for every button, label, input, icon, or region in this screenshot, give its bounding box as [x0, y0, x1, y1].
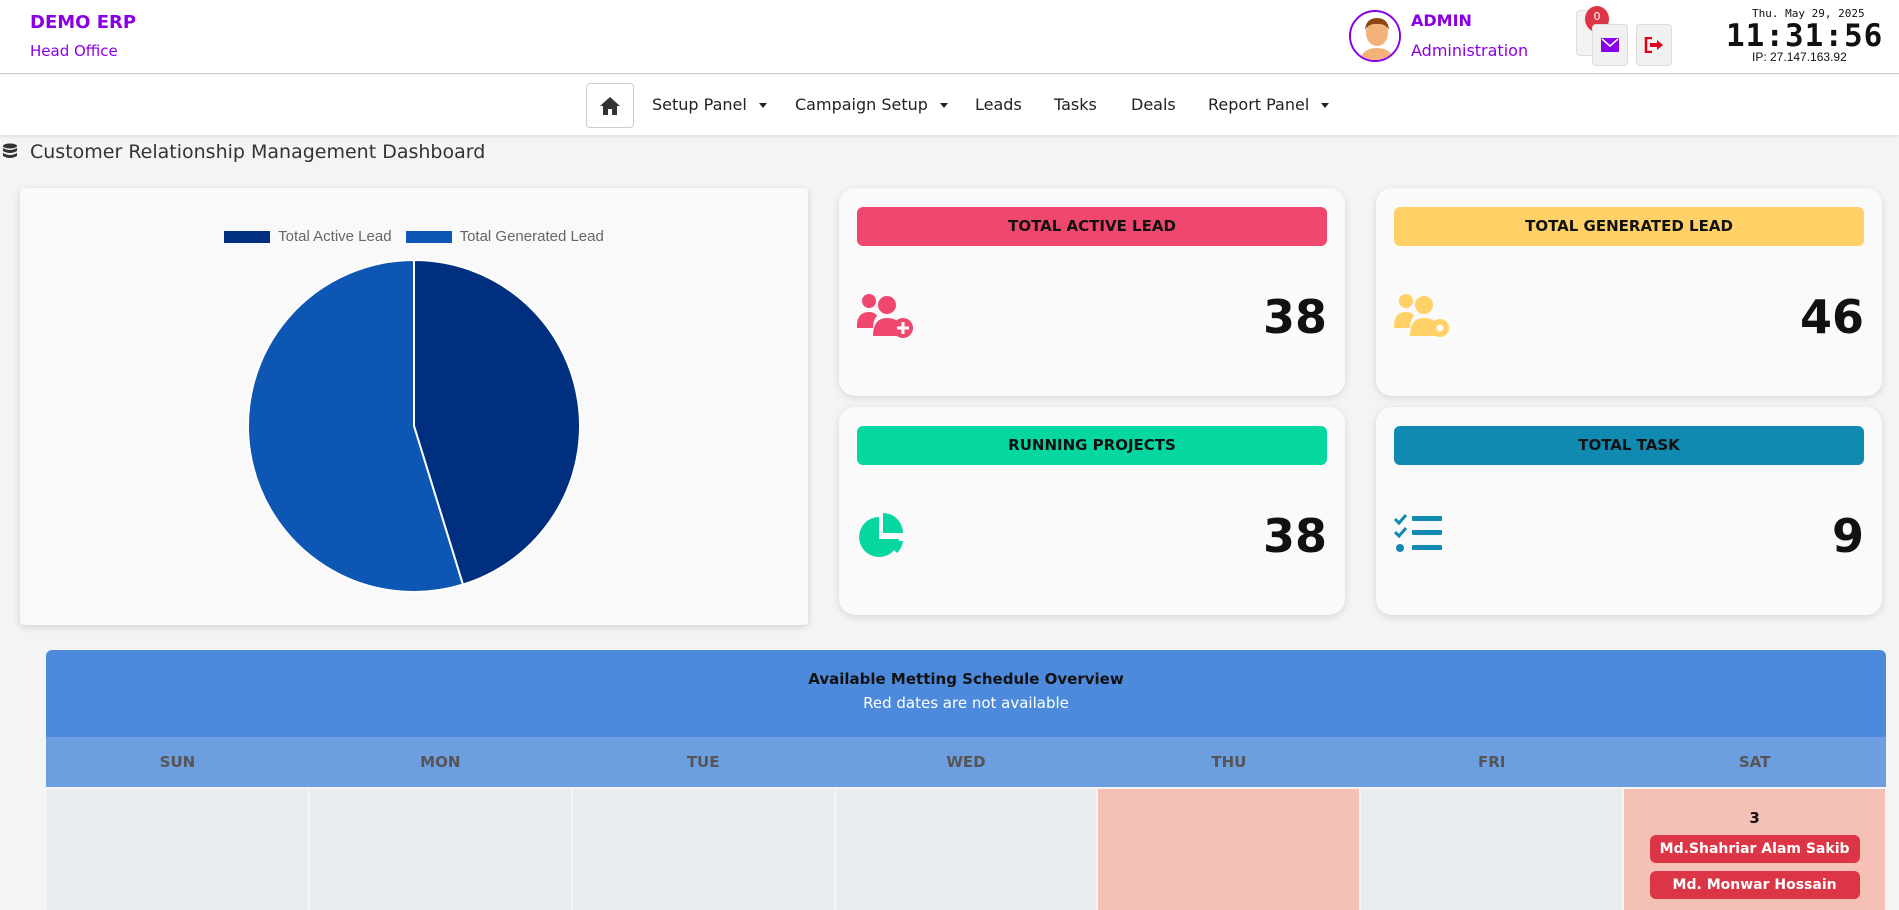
mail-button[interactable]: [1592, 24, 1628, 66]
home-button[interactable]: [586, 83, 634, 128]
caret-down-icon: [939, 103, 948, 108]
stat-card-generated-lead: TOTAL GENERATED LEAD 46: [1376, 188, 1882, 396]
legend-label: Total Generated Lead: [459, 228, 604, 245]
stat-label: TOTAL ACTIVE LEAD: [857, 207, 1327, 246]
pie-chart: [247, 258, 581, 593]
user-name[interactable]: ADMIN: [1411, 11, 1472, 30]
caret-down-icon: [1321, 103, 1330, 108]
weekday-tue: TUE: [686, 753, 720, 771]
calendar-week-row: 3 Md.Shahriar Alam Sakib Md. Monwar Hoss…: [46, 787, 1886, 910]
calendar-cell[interactable]: [309, 789, 571, 910]
legend-item[interactable]: Total Generated Lead: [405, 228, 604, 245]
calendar-subtitle: Red dates are not available: [863, 694, 1069, 712]
pie-slice-1[interactable]: [413, 258, 581, 586]
nav-label: Tasks: [1054, 95, 1097, 114]
calendar-title: Available Metting Schedule Overview: [808, 670, 1124, 688]
calendar-cell-unavailable[interactable]: 3 Md.Shahriar Alam Sakib Md. Monwar Hoss…: [1624, 789, 1886, 910]
weekday-wed: WED: [946, 753, 986, 771]
calendar-weekdays: SUN MON TUE WED THU FRI SAT: [46, 737, 1886, 787]
nav-tasks[interactable]: Tasks: [1054, 95, 1097, 114]
legend-label: Total Active Lead: [278, 228, 392, 245]
user-gear-icon: [1394, 294, 1449, 337]
weekday-sun: SUN: [159, 753, 196, 771]
caret-down-icon: [758, 103, 767, 108]
task-list-icon: [1394, 514, 1442, 552]
logout-button[interactable]: [1636, 24, 1672, 66]
calendar-header: Available Metting Schedule Overview Red …: [46, 650, 1886, 737]
legend-swatch: [224, 230, 271, 243]
stat-card-total-task: TOTAL TASK 9: [1376, 407, 1882, 615]
stat-label: TOTAL TASK: [1394, 426, 1864, 465]
nav-setup-panel[interactable]: Setup Panel: [652, 95, 767, 114]
calendar-cell-unavailable[interactable]: [1098, 789, 1360, 910]
brand-name[interactable]: DEMO ERP: [30, 12, 137, 33]
nav-deals[interactable]: Deals: [1131, 95, 1176, 114]
nav-label: Campaign Setup: [795, 95, 928, 114]
weekday-mon: MON: [420, 753, 461, 771]
calendar-cell[interactable]: [835, 789, 1097, 910]
weekday-thu: THU: [1211, 753, 1247, 771]
stat-label: RUNNING PROJECTS: [857, 426, 1327, 465]
envelope-icon: [1601, 38, 1619, 52]
top-header: DEMO ERP Head Office ADMIN Administratio…: [0, 0, 1899, 74]
pie-chart-icon: [859, 513, 903, 557]
user-add-icon: [857, 294, 913, 338]
legend-item[interactable]: Total Active Lead: [224, 228, 392, 245]
main-nav: Setup Panel Campaign Setup Leads Tasks D…: [0, 75, 1899, 135]
chart-legend: Total Active Lead Total Generated Lead: [20, 228, 808, 245]
calendar-cell[interactable]: [1361, 789, 1623, 910]
nav-label: Deals: [1131, 95, 1176, 114]
home-icon: [600, 96, 620, 115]
database-icon: [3, 143, 17, 158]
calendar-cell[interactable]: [572, 789, 834, 910]
legend-swatch: [405, 230, 452, 243]
nav-leads[interactable]: Leads: [975, 95, 1022, 114]
user-avatar-icon: [1351, 12, 1399, 60]
stat-label: TOTAL GENERATED LEAD: [1394, 207, 1864, 246]
sign-out-icon: [1644, 37, 1663, 53]
nav-report-panel[interactable]: Report Panel: [1208, 95, 1330, 114]
nav-label: Leads: [975, 95, 1022, 114]
weekday-fri: FRI: [1478, 753, 1506, 771]
nav-campaign-setup[interactable]: Campaign Setup: [795, 95, 948, 114]
user-role: Administration: [1411, 41, 1529, 60]
nav-label: Report Panel: [1208, 95, 1310, 114]
stat-value: 38: [1262, 509, 1327, 563]
stat-value: 46: [1799, 290, 1864, 344]
clock-time: 11:31:56: [1726, 18, 1884, 54]
calendar-cell[interactable]: [47, 789, 308, 910]
stat-card-running-projects: RUNNING PROJECTS 38: [839, 407, 1345, 615]
stat-value: 38: [1262, 290, 1327, 344]
stat-value: 9: [1831, 509, 1864, 563]
meeting-calendar: Available Metting Schedule Overview Red …: [46, 650, 1886, 910]
meeting-event[interactable]: Md. Monwar Hossain: [1649, 871, 1860, 899]
clock-date: Thu. May 29, 2025: [1752, 7, 1865, 20]
avatar[interactable]: [1349, 10, 1401, 62]
nav-label: Setup Panel: [652, 95, 747, 114]
calendar-date: 3: [1749, 809, 1760, 827]
meeting-event[interactable]: Md.Shahriar Alam Sakib: [1649, 835, 1860, 863]
branch-name: Head Office: [30, 42, 118, 60]
pie-slice-2[interactable]: [247, 258, 465, 593]
weekday-sat: SAT: [1738, 753, 1771, 771]
lead-pie-chart-card: Total Active Lead Total Generated Lead: [20, 188, 808, 625]
ip-address: IP: 27.147.163.92: [1752, 50, 1847, 64]
page-title: Customer Relationship Management Dashboa…: [30, 141, 486, 163]
stat-card-active-lead: TOTAL ACTIVE LEAD 38: [839, 188, 1345, 396]
